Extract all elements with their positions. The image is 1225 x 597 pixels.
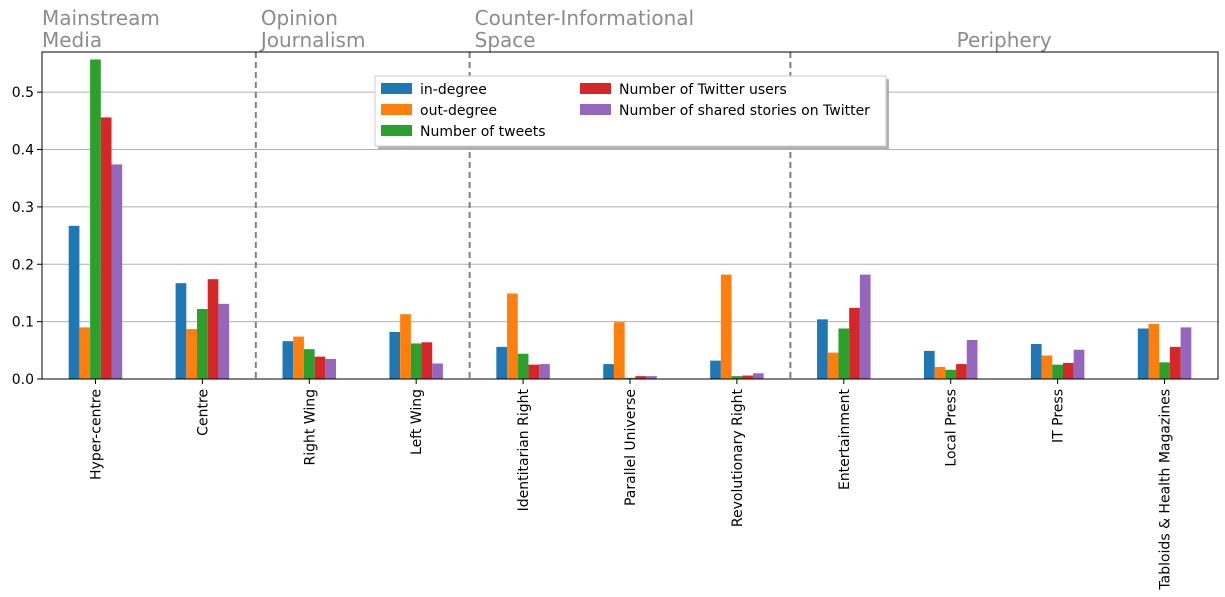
bar xyxy=(111,164,123,379)
bar xyxy=(90,59,101,380)
y-tick-label: 0.4 xyxy=(12,143,34,159)
bar xyxy=(1137,328,1149,379)
legend-box xyxy=(374,75,887,147)
bar xyxy=(389,331,401,379)
bar xyxy=(517,353,529,379)
bar xyxy=(79,327,91,379)
bar xyxy=(849,307,860,379)
x-tick-label: IT Press xyxy=(1051,389,1067,443)
bar xyxy=(710,360,721,379)
legend-swatch xyxy=(381,83,412,94)
group-title: Opinion xyxy=(261,6,338,30)
bar xyxy=(945,369,957,379)
bar xyxy=(859,274,871,379)
bar xyxy=(197,309,208,379)
bar xyxy=(400,314,411,379)
x-tick-label: Entertainment xyxy=(837,388,853,490)
x-tick-label: Revolutionary Right xyxy=(730,389,746,528)
x-axis: Hyper-centre Centre Right Wing Left Wing Ide… xyxy=(88,379,1174,591)
bar xyxy=(539,364,550,379)
x-tick-label: Hyper-centre xyxy=(88,389,104,480)
legend-label: Number of tweets xyxy=(420,124,546,140)
bar xyxy=(421,342,433,379)
legend-swatch xyxy=(381,104,412,115)
legend-swatch xyxy=(580,83,611,94)
bar xyxy=(528,364,540,379)
bar xyxy=(1062,362,1074,379)
bar xyxy=(100,117,112,380)
x-tick-label: Local Press xyxy=(944,389,960,467)
y-axis: 0.0 0.1 0.2 0.3 0.4 0.5 xyxy=(12,85,42,388)
bar xyxy=(293,336,304,379)
legend-label: Number of Twitter users xyxy=(619,82,787,98)
bar xyxy=(1169,346,1181,379)
bar xyxy=(966,339,978,379)
bar xyxy=(186,329,198,379)
bar xyxy=(603,364,614,379)
x-tick-label: Centre xyxy=(195,389,211,436)
bar xyxy=(507,293,518,379)
bar xyxy=(742,375,753,379)
legend-label: in-degree xyxy=(420,82,487,98)
bar xyxy=(624,377,636,379)
bar xyxy=(635,376,647,379)
bar xyxy=(1041,355,1053,379)
bar xyxy=(1052,364,1063,379)
y-tick-label: 0.5 xyxy=(12,85,34,101)
x-tick-label: Right Wing xyxy=(302,389,318,466)
x-tick-label: Identitarian Right xyxy=(516,389,532,512)
bar xyxy=(207,279,219,379)
legend: in-degree out-degree Number of tweets Numbe… xyxy=(374,75,889,149)
bar xyxy=(496,346,508,379)
bar xyxy=(432,363,443,379)
bar xyxy=(817,319,828,379)
bar xyxy=(218,303,230,379)
bars xyxy=(68,59,1192,380)
bar xyxy=(282,341,294,379)
bar xyxy=(68,225,80,379)
bar xyxy=(827,352,839,379)
bar xyxy=(325,358,337,379)
bar xyxy=(923,350,935,379)
bar xyxy=(410,343,422,379)
bar xyxy=(956,364,967,379)
legend-label: Number of shared stories on Twitter xyxy=(619,103,870,119)
group-title: Counter-Informational xyxy=(475,6,694,30)
legend-swatch xyxy=(381,125,412,136)
legend-label: out-degree xyxy=(420,103,497,119)
x-tick-label: Parallel Universe xyxy=(623,389,639,506)
group-title: Space xyxy=(475,28,536,52)
group-title: Mainstream xyxy=(42,6,160,30)
bar xyxy=(303,349,315,379)
bar xyxy=(314,356,326,379)
x-tick-label: Tabloids & Health Magazines xyxy=(1158,389,1174,591)
y-tick-label: 0.2 xyxy=(12,257,34,273)
bar xyxy=(613,322,625,379)
bar xyxy=(752,373,764,379)
bar xyxy=(1073,349,1085,379)
bar xyxy=(1180,327,1192,379)
bar xyxy=(838,328,850,379)
bar xyxy=(1030,344,1042,379)
group-title: Periphery xyxy=(957,28,1052,52)
bar xyxy=(1159,362,1170,379)
bar xyxy=(731,376,743,379)
group-title: Journalism xyxy=(259,28,366,52)
x-tick-label: Left Wing xyxy=(409,389,425,455)
y-tick-label: 0.3 xyxy=(12,200,34,216)
bar xyxy=(175,283,187,379)
y-tick-label: 0.0 xyxy=(12,372,34,388)
y-tick-label: 0.1 xyxy=(12,315,34,331)
group-title: Media xyxy=(42,28,102,52)
bar xyxy=(1148,323,1160,379)
bar xyxy=(934,366,946,379)
bar xyxy=(720,274,732,379)
bar xyxy=(646,376,657,379)
legend-swatch xyxy=(580,104,611,115)
